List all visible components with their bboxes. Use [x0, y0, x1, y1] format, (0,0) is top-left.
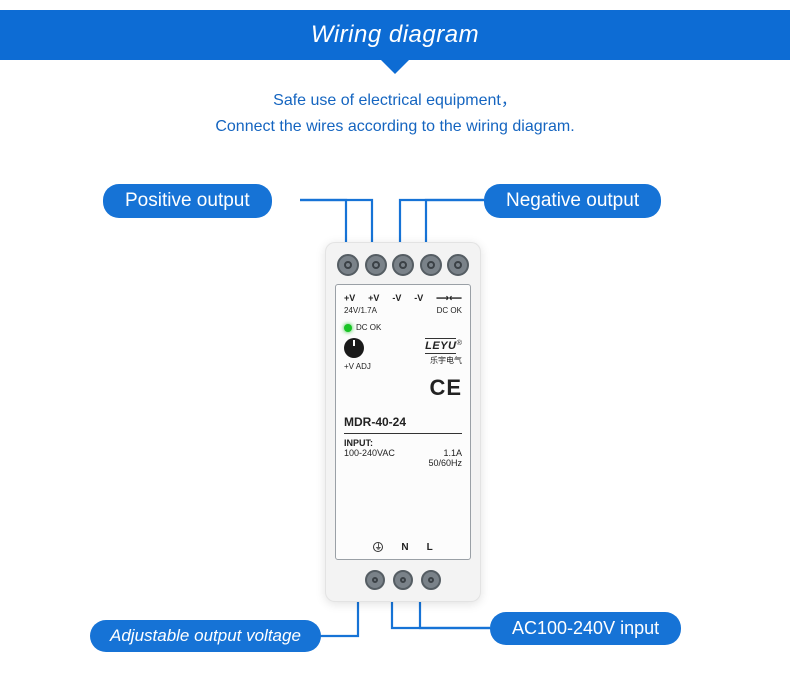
bottom-labels-row: ⏚ N L: [336, 542, 470, 553]
input-freq: 50/60Hz: [344, 458, 462, 468]
brand-block: LEYU® 乐宇电气: [425, 338, 462, 366]
banner-title: Wiring diagram: [311, 21, 479, 49]
terminal-neutral: [393, 570, 413, 590]
tl-0: +V: [344, 293, 355, 304]
status-led-icon: [344, 324, 352, 332]
tl-2: -V: [392, 293, 401, 304]
led-row: DC OK: [344, 323, 462, 332]
rating-text: 24V/1.7A: [344, 306, 377, 315]
callout-adjustable-voltage: Adjustable output voltage: [90, 620, 321, 652]
tl-dcok: ⟶⟵: [436, 293, 462, 304]
model-number: MDR-40-24: [344, 415, 462, 434]
banner: Wiring diagram: [0, 10, 790, 60]
brand-row: +V ADJ LEYU® 乐宇电气: [344, 338, 462, 371]
subtitle: Safe use of electrical equipment， Connec…: [0, 88, 790, 139]
input-label: INPUT:: [344, 438, 462, 448]
line-label: L: [427, 542, 433, 553]
ground-icon: ⏚: [373, 542, 383, 552]
terminal-plus-v-2: [365, 254, 387, 276]
device-faceplate: +V +V -V -V ⟶⟵ 24V/1.7A DC OK DC OK +V A…: [335, 284, 471, 560]
bottom-terminal-row: [337, 570, 469, 590]
knob-col: +V ADJ: [344, 338, 371, 371]
callout-ac-input: AC100-240V input: [490, 612, 681, 645]
terminal-minus-v-1: [392, 254, 414, 276]
brand-reg: ®: [456, 338, 462, 347]
brand-logo: LEYU: [425, 338, 456, 354]
terminal-ground: [365, 570, 385, 590]
neutral-label: N: [401, 542, 408, 553]
terminal-minus-v-2: [420, 254, 442, 276]
adj-label: +V ADJ: [344, 362, 371, 371]
tl-3: -V: [414, 293, 423, 304]
callout-negative-output: Negative output: [484, 184, 661, 218]
rating-row: 24V/1.7A DC OK: [344, 306, 462, 315]
input-current: 1.1A: [443, 448, 462, 458]
diagram-stage: Positive output Negative output Adjustab…: [0, 160, 790, 687]
brand-cn: 乐宇电气: [425, 355, 462, 366]
power-supply-device: +V +V -V -V ⟶⟵ 24V/1.7A DC OK DC OK +V A…: [325, 242, 481, 602]
tl-1: +V: [368, 293, 379, 304]
banner-arrow-icon: [381, 60, 409, 74]
subtitle-line2: Connect the wires according to the wirin…: [0, 114, 790, 140]
subtitle-line1: Safe use of electrical equipment，: [0, 88, 790, 114]
terminal-line: [421, 570, 441, 590]
dc-ok-text: DC OK: [437, 306, 462, 315]
ce-mark: CE: [344, 375, 462, 401]
input-range: 100-240VAC: [344, 448, 395, 458]
terminal-labels-row: +V +V -V -V ⟶⟵: [344, 293, 462, 304]
dc-ok-led-label: DC OK: [356, 323, 381, 332]
input-row: 100-240VAC 1.1A: [344, 448, 462, 458]
terminal-dc-ok: [447, 254, 469, 276]
adjust-knob-icon: [344, 338, 364, 358]
callout-positive-output: Positive output: [103, 184, 272, 218]
top-terminal-row: [337, 254, 469, 276]
terminal-plus-v-1: [337, 254, 359, 276]
